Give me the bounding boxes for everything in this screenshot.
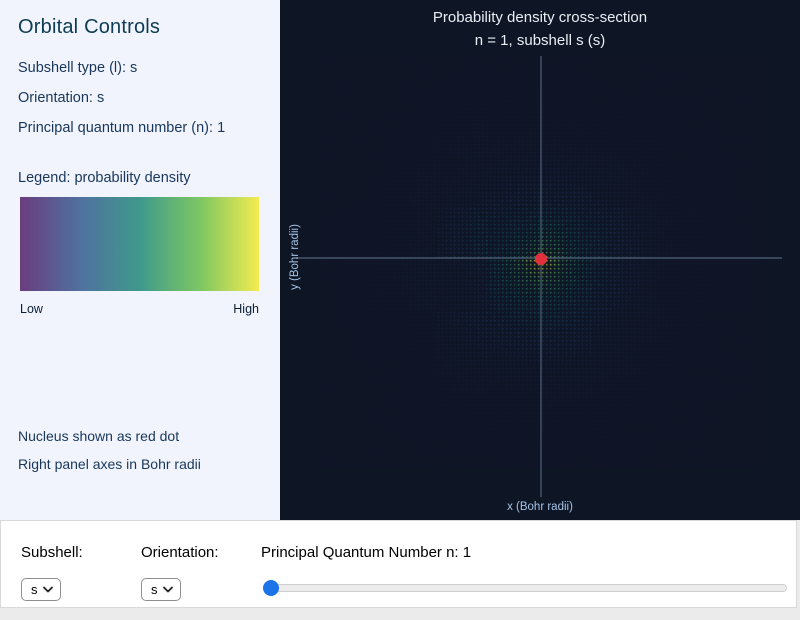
orientation-select-label: Orientation: <box>141 544 219 561</box>
nucleus-marker <box>535 253 547 265</box>
legend-colorbar <box>20 197 259 291</box>
orientation-readout: Orientation: s <box>18 90 105 106</box>
plot-subtitle: n = 1, subshell s (s) <box>474 32 606 49</box>
probability-density-plot-panel: Probability density cross-section n = 1,… <box>280 0 800 520</box>
controls-info-panel: Orbital Controls Subshell type (l): s Or… <box>0 0 280 520</box>
chevron-down-icon <box>42 586 53 593</box>
legend-low-label: Low <box>20 302 43 316</box>
slider-track[interactable] <box>263 584 787 592</box>
chevron-down-icon <box>162 586 173 593</box>
nucleus-note: Nucleus shown as red dot <box>18 428 180 444</box>
quantum-number-slider[interactable] <box>263 580 787 596</box>
y-axis-label: y (Bohr radii) <box>289 224 301 290</box>
principal-quantum-number-readout: Principal quantum number (n): 1 <box>18 120 226 136</box>
legend-title: Legend: probability density <box>18 170 191 186</box>
quantum-number-slider-label: Principal Quantum Number n: 1 <box>261 544 472 561</box>
subshell-select-value: s <box>31 582 38 597</box>
subshell-type-readout: Subshell type (l): s <box>18 60 138 76</box>
orientation-select[interactable]: s <box>141 578 181 601</box>
subshell-select[interactable]: s <box>21 578 61 601</box>
legend-high-label: High <box>233 302 259 316</box>
subshell-select-label: Subshell: <box>21 544 83 561</box>
bottom-control-bar: Subshell: s Orientation: s Principal Qua… <box>0 520 797 608</box>
legend-scale-labels: Low High <box>20 302 259 316</box>
page-title: Orbital Controls <box>18 16 161 38</box>
axes-note: Right panel axes in Bohr radii <box>18 456 201 472</box>
slider-thumb[interactable] <box>263 580 279 596</box>
orientation-select-value: s <box>151 582 158 597</box>
y-axis-line <box>540 56 542 497</box>
x-axis-label: x (Bohr radii) <box>507 501 573 513</box>
plot-title: Probability density cross-section <box>432 9 648 26</box>
